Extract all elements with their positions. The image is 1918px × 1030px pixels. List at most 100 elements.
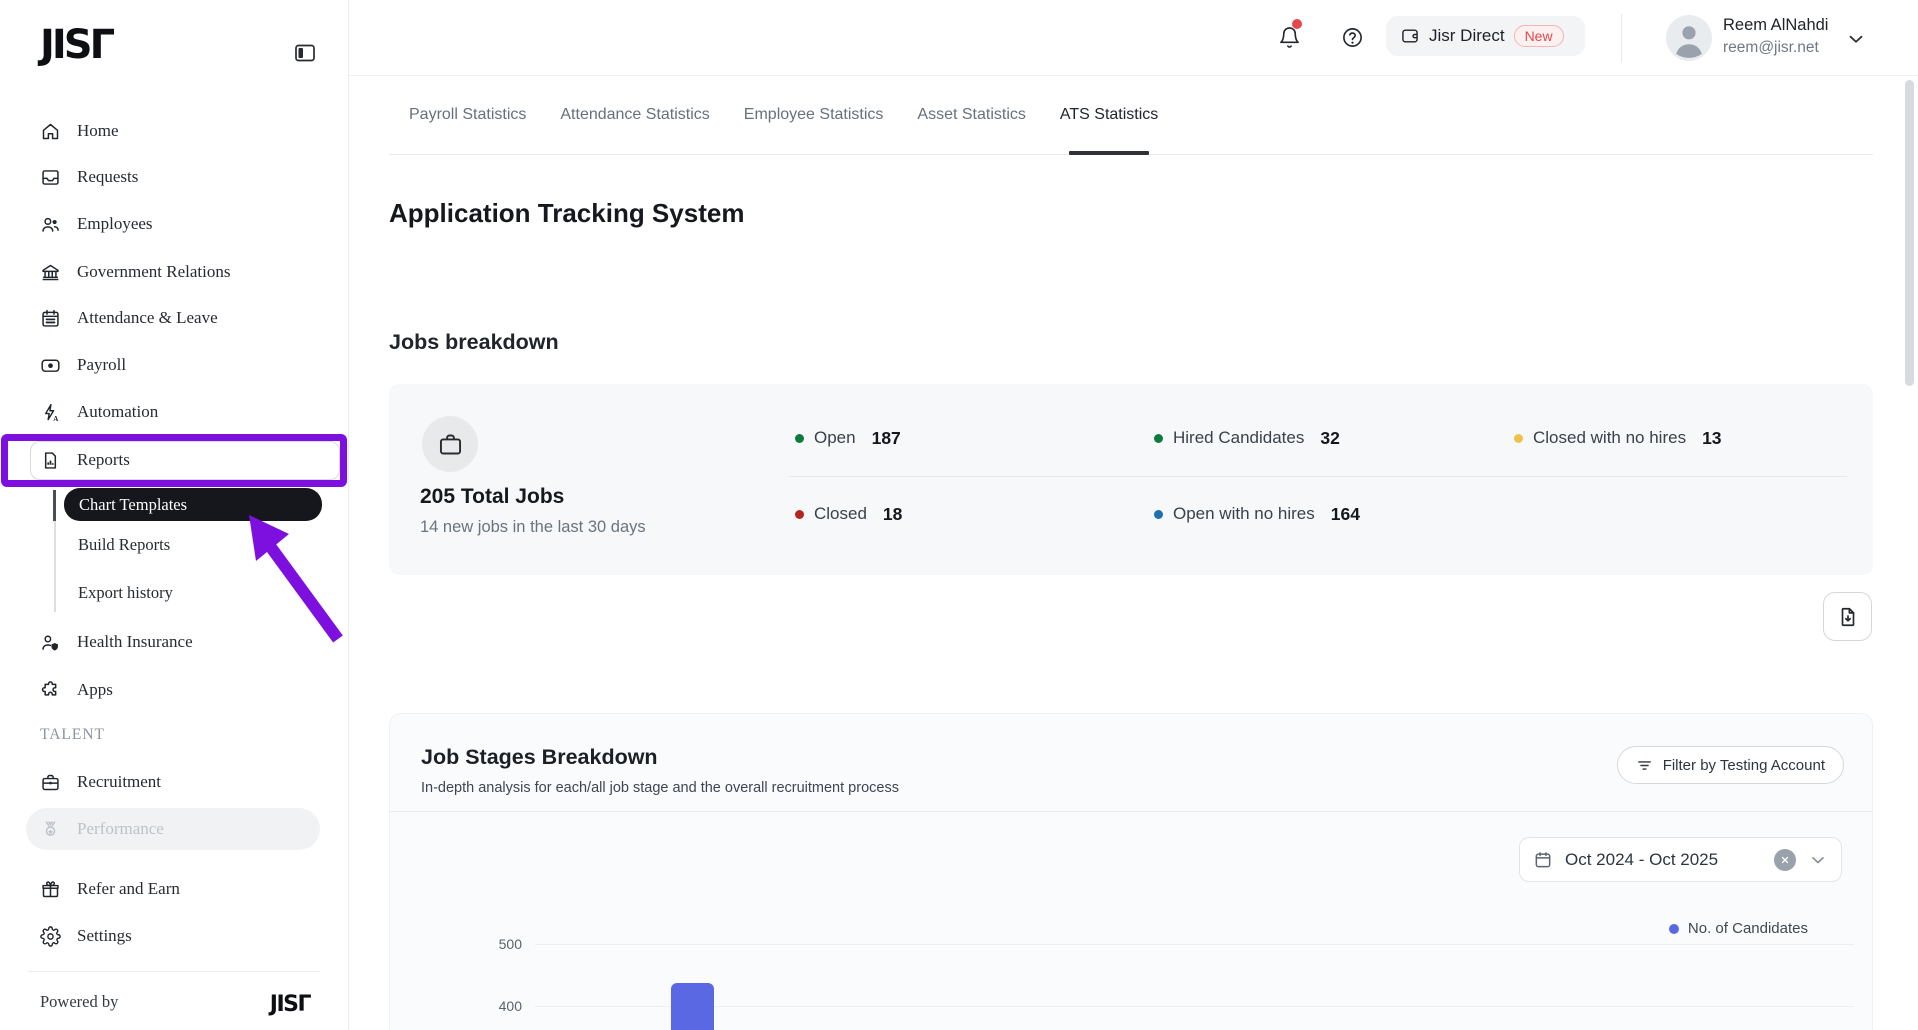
sidebar-item-employees[interactable]: Employees bbox=[40, 204, 153, 244]
sidebar-subitem-chart-templates[interactable]: Chart Templates bbox=[64, 488, 322, 521]
notifications-bell-icon[interactable] bbox=[1278, 26, 1301, 54]
tab-attendance-statistics[interactable]: Attendance Statistics bbox=[560, 106, 710, 123]
sidebar-item-apps[interactable]: Apps bbox=[40, 670, 113, 710]
total-jobs-value: 205 Total Jobs bbox=[420, 485, 565, 508]
stat-label: Closed with no hires bbox=[1533, 428, 1687, 447]
stat-dot bbox=[1154, 509, 1163, 519]
filter-icon bbox=[1637, 760, 1651, 770]
submenu-tree-line-active bbox=[53, 490, 56, 521]
stat-dot bbox=[1154, 433, 1163, 443]
sidebar-item-government-relations[interactable]: Government Relations bbox=[40, 252, 230, 292]
date-range-picker[interactable]: Oct 2024 - Oct 2025 bbox=[1519, 837, 1842, 882]
statistics-tabs: Payroll Statistics Attendance Statistics… bbox=[389, 76, 1873, 155]
sidebar-item-label: Requests bbox=[77, 167, 139, 186]
y-axis-tick-500: 500 bbox=[498, 936, 522, 952]
avatar bbox=[1666, 15, 1712, 61]
chevron-down-icon bbox=[1812, 856, 1824, 863]
filter-button-label: Filter by Testing Account bbox=[1662, 756, 1825, 774]
sidebar-item-refer-and-earn[interactable]: Refer and Earn bbox=[40, 869, 180, 909]
stats-row-divider bbox=[789, 476, 1847, 477]
lightning-icon: A bbox=[44, 403, 58, 422]
sidebar-subitem-build-reports[interactable]: Build Reports bbox=[78, 535, 170, 555]
filter-by-testing-account-button[interactable]: Filter by Testing Account bbox=[1616, 746, 1844, 784]
sidebar-item-label: Recruitment bbox=[77, 772, 162, 791]
top-bar: Jisr Direct New Reem AlNahdi reem@jisr.n… bbox=[349, 0, 1918, 76]
sidebar-item-settings[interactable]: Settings bbox=[40, 916, 132, 956]
stat-value: 13 bbox=[1702, 427, 1722, 448]
wallet-icon bbox=[1402, 29, 1418, 43]
file-download-icon bbox=[1841, 607, 1854, 626]
sidebar-item-automation[interactable]: A Automation bbox=[40, 392, 158, 432]
report-document-icon bbox=[44, 451, 57, 469]
sidebar-item-label: Reports bbox=[77, 450, 130, 469]
sidebar-item-label: Payroll bbox=[77, 355, 127, 374]
stat-dot bbox=[1514, 433, 1523, 443]
subitem-label: Build Reports bbox=[78, 535, 171, 554]
notification-dot bbox=[1292, 19, 1302, 29]
stat-open: Open 187 bbox=[795, 424, 901, 452]
scrollbar-thumb[interactable] bbox=[1905, 80, 1914, 386]
user-name: Reem AlNahdi bbox=[1723, 16, 1829, 34]
close-icon bbox=[1781, 856, 1789, 863]
tab-asset-statistics[interactable]: Asset Statistics bbox=[917, 106, 1026, 123]
job-stages-card: Job Stages Breakdown In-depth analysis f… bbox=[389, 713, 1873, 1030]
gift-icon bbox=[42, 880, 59, 897]
sidebar-subitem-export-history[interactable]: Export history bbox=[78, 583, 173, 603]
help-icon[interactable] bbox=[1341, 26, 1364, 54]
stat-dot bbox=[795, 509, 804, 519]
gridline-400 bbox=[535, 1006, 1854, 1007]
stat-open-no-hires: Open with no hires 164 bbox=[1154, 500, 1360, 528]
stat-value: 187 bbox=[871, 427, 901, 448]
briefcase-icon bbox=[439, 434, 461, 454]
y-axis-tick-400: 400 bbox=[498, 998, 522, 1014]
sidebar-item-performance: Performance bbox=[40, 809, 164, 849]
page-title: Application Tracking System bbox=[389, 198, 745, 228]
chart-bar bbox=[671, 983, 714, 1030]
sidebar-item-payroll[interactable]: Payroll bbox=[40, 345, 126, 385]
total-jobs-subtitle: 14 new jobs in the last 30 days bbox=[420, 518, 646, 536]
stat-label: Open bbox=[814, 428, 856, 447]
stat-value: 32 bbox=[1320, 427, 1340, 448]
subitem-label: Chart Templates bbox=[79, 494, 188, 514]
stat-label: Closed bbox=[814, 504, 867, 523]
sidebar-item-home[interactable]: Home bbox=[40, 111, 119, 151]
tab-ats-statistics[interactable]: ATS Statistics bbox=[1060, 76, 1158, 155]
jisr-direct-button[interactable]: Jisr Direct New bbox=[1386, 16, 1585, 56]
reports-active-pill bbox=[30, 441, 340, 480]
jisr-direct-label: Jisr Direct bbox=[1429, 26, 1505, 45]
tab-employee-statistics[interactable]: Employee Statistics bbox=[743, 106, 884, 123]
main-area: Jisr Direct New Reem AlNahdi reem@jisr.n… bbox=[349, 0, 1918, 1030]
home-icon bbox=[42, 123, 59, 139]
legend-label: No. of Candidates bbox=[1687, 920, 1808, 937]
sidebar-item-health-insurance[interactable]: Health Insurance bbox=[40, 622, 193, 662]
job-stages-subtitle: In-depth analysis for each/all job stage… bbox=[421, 780, 899, 796]
sidebar-item-recruitment[interactable]: Recruitment bbox=[40, 762, 161, 802]
sidebar-item-label: Home bbox=[77, 121, 119, 140]
sidebar-item-requests[interactable]: Requests bbox=[40, 157, 138, 197]
sidebar-section-talent: TALENT bbox=[40, 726, 106, 743]
gridline-500 bbox=[535, 944, 1854, 945]
tab-payroll-statistics[interactable]: Payroll Statistics bbox=[409, 106, 527, 123]
chevron-down-icon bbox=[1849, 35, 1863, 43]
sidebar-item-label: Attendance & Leave bbox=[77, 308, 218, 327]
stat-label: Hired Candidates bbox=[1173, 428, 1305, 447]
sidebar-collapse-icon[interactable] bbox=[293, 41, 317, 65]
user-menu[interactable]: Reem AlNahdi reem@jisr.net bbox=[1655, 8, 1875, 68]
date-range-value: Oct 2024 - Oct 2025 bbox=[1565, 849, 1719, 869]
performance-disabled-pill bbox=[26, 808, 320, 850]
clear-date-button[interactable] bbox=[1774, 848, 1796, 871]
sidebar-item-attendance-leave[interactable]: Attendance & Leave bbox=[40, 298, 218, 338]
sidebar-item-label: Government Relations bbox=[77, 262, 231, 281]
sidebar-footer-divider bbox=[28, 971, 320, 972]
powered-by-label: Powered by bbox=[40, 992, 119, 1011]
sidebar-item-label: Refer and Earn bbox=[77, 879, 180, 898]
subitem-label: Export history bbox=[78, 583, 173, 602]
svg-text:A: A bbox=[53, 414, 58, 422]
people-icon bbox=[42, 217, 59, 232]
sidebar-item-label: Employees bbox=[77, 214, 153, 233]
download-report-button[interactable] bbox=[1823, 592, 1872, 641]
submenu-tree-line bbox=[54, 490, 56, 612]
user-email: reem@jisr.net bbox=[1723, 39, 1819, 56]
sidebar-item-reports[interactable]: Reports bbox=[40, 440, 130, 480]
stat-value: 164 bbox=[1330, 503, 1360, 524]
